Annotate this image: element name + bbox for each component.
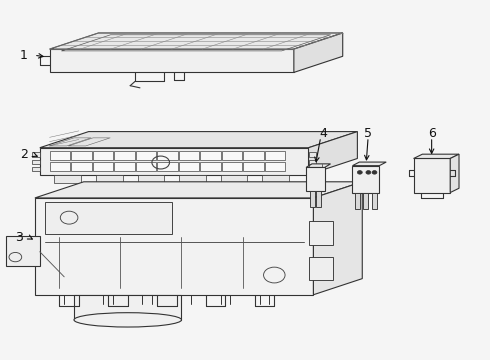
Polygon shape	[372, 193, 377, 209]
Bar	[93, 162, 113, 171]
Bar	[220, 175, 247, 183]
Bar	[96, 175, 123, 183]
Bar	[32, 159, 40, 164]
Bar	[136, 162, 156, 171]
Bar	[49, 162, 70, 171]
Bar	[243, 162, 264, 171]
Bar	[32, 167, 40, 171]
Bar	[200, 162, 220, 171]
Text: 5: 5	[364, 127, 372, 140]
Bar	[178, 151, 199, 160]
Polygon shape	[314, 182, 362, 295]
Polygon shape	[364, 193, 368, 209]
Polygon shape	[414, 154, 459, 158]
Polygon shape	[309, 132, 357, 175]
Polygon shape	[450, 154, 459, 193]
Polygon shape	[316, 191, 321, 207]
Bar	[49, 151, 70, 160]
Bar	[200, 151, 220, 160]
Bar	[32, 152, 40, 157]
Bar	[221, 151, 242, 160]
Text: 3: 3	[15, 231, 23, 244]
Bar	[309, 159, 316, 164]
Bar	[71, 162, 92, 171]
Bar	[114, 151, 135, 160]
Polygon shape	[310, 191, 315, 207]
Polygon shape	[352, 162, 386, 166]
Text: 2: 2	[20, 148, 27, 161]
Text: 1: 1	[20, 49, 27, 62]
Polygon shape	[45, 202, 172, 234]
Bar	[54, 175, 81, 183]
Polygon shape	[294, 33, 343, 72]
Bar	[136, 151, 156, 160]
Polygon shape	[309, 257, 333, 280]
Polygon shape	[40, 132, 357, 148]
Polygon shape	[5, 235, 40, 266]
Bar	[221, 162, 242, 171]
Bar	[243, 151, 264, 160]
Bar	[138, 175, 164, 183]
Bar	[309, 167, 316, 171]
Bar	[179, 175, 206, 183]
Bar	[265, 151, 285, 160]
Polygon shape	[49, 49, 294, 72]
Polygon shape	[74, 295, 181, 320]
Circle shape	[357, 171, 362, 174]
Text: 6: 6	[428, 127, 436, 140]
Circle shape	[372, 171, 377, 174]
Polygon shape	[352, 166, 379, 193]
Polygon shape	[35, 182, 362, 198]
Polygon shape	[35, 198, 314, 295]
Bar	[157, 162, 177, 171]
Circle shape	[366, 171, 371, 174]
Polygon shape	[306, 167, 325, 191]
Text: 4: 4	[319, 127, 327, 140]
Polygon shape	[414, 158, 450, 193]
Polygon shape	[49, 33, 343, 49]
Bar	[157, 151, 177, 160]
Polygon shape	[355, 193, 360, 209]
Bar	[71, 151, 92, 160]
Bar	[114, 162, 135, 171]
Polygon shape	[309, 221, 333, 244]
Bar	[178, 162, 199, 171]
Ellipse shape	[74, 313, 181, 327]
Bar	[309, 152, 316, 157]
Polygon shape	[306, 164, 331, 167]
Bar	[262, 175, 289, 183]
Polygon shape	[40, 148, 309, 175]
Bar	[93, 151, 113, 160]
Bar	[265, 162, 285, 171]
